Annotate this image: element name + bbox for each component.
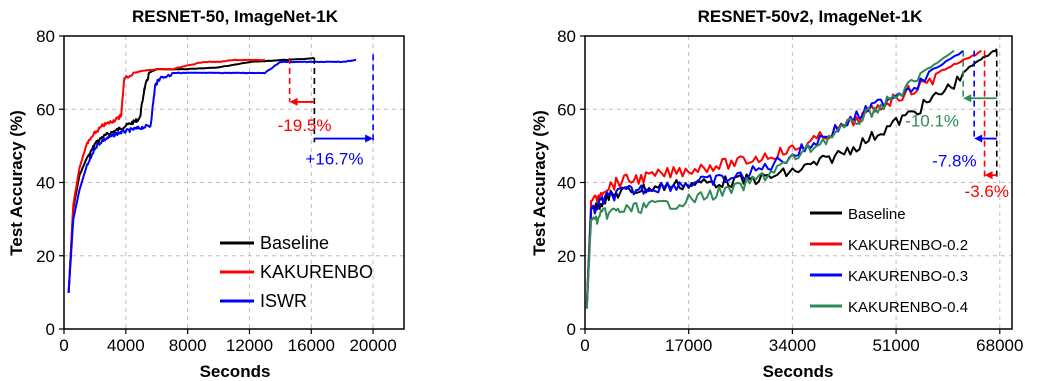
annotation-k04: -10.1% [905, 111, 959, 130]
annotation-kakurenbo: -19.5% [278, 116, 332, 135]
series-line-0 [585, 48, 998, 305]
annotation-k03: -7.8% [932, 152, 976, 171]
legend-label: Baseline [260, 233, 329, 253]
legend-label: ISWR [260, 291, 307, 311]
x-axis-label: Seconds [763, 362, 834, 381]
annotations: -19.5% +16.7% [278, 54, 374, 169]
legend: Baseline KAKURENBO ISWR [220, 233, 373, 311]
x-tick-label: 20000 [349, 336, 396, 355]
x-tick-label: 0 [580, 336, 589, 355]
annotations: -10.1% -7.8% -3.6% [905, 50, 1009, 201]
series-line-1 [585, 49, 983, 305]
annotation-iswr: +16.7% [305, 150, 363, 169]
legend-label: KAKURENBO-0.4 [848, 299, 968, 316]
y-tick-label: 60 [36, 100, 55, 119]
grid [585, 36, 1012, 329]
y-tick-label: 20 [557, 247, 576, 266]
grid [64, 36, 404, 329]
legend-label: Baseline [848, 206, 906, 223]
x-tick-label: 16000 [288, 336, 335, 355]
y-tick-label: 80 [36, 27, 55, 46]
series-lines [67, 57, 357, 293]
x-tick-label: 8000 [169, 336, 207, 355]
axis-ticks: 0 4000 8000 12000 16000 20000 0 20 40 60 80 [36, 27, 397, 355]
y-axis-label: Test Accuracy (%) [7, 110, 26, 256]
x-axis-label: Seconds [200, 362, 271, 381]
x-tick-label: 51000 [872, 336, 919, 355]
series-lines [585, 48, 998, 309]
chart-resnet50v2: RESNET-50v2, ImageNet-1K 0 17000 34000 5100… [530, 7, 1023, 381]
x-tick-label: 34000 [769, 336, 816, 355]
legend-label: KAKURENBO [260, 262, 373, 282]
series-line-0 [67, 57, 315, 293]
chart-title: RESNET-50, ImageNet-1K [132, 7, 339, 26]
series-line-3 [585, 49, 955, 309]
x-tick-label: 17000 [665, 336, 712, 355]
x-tick-label: 68000 [976, 336, 1023, 355]
x-tick-label: 4000 [107, 336, 145, 355]
annotation-k02: -3.6% [965, 182, 1009, 201]
y-tick-label: 20 [36, 247, 55, 266]
y-axis-label: Test Accuracy (%) [530, 110, 549, 256]
chart-title: RESNET-50v2, ImageNet-1K [698, 7, 924, 26]
y-tick-label: 0 [46, 320, 55, 339]
axis-ticks: 0 17000 34000 51000 68000 0 20 40 60 80 [557, 27, 1023, 355]
series-line-1 [67, 58, 266, 293]
legend-label: KAKURENBO-0.3 [848, 268, 968, 285]
y-tick-label: 40 [557, 174, 576, 193]
y-tick-label: 0 [567, 320, 576, 339]
series-line-2 [585, 49, 964, 309]
y-tick-label: 60 [557, 100, 576, 119]
y-tick-label: 40 [36, 174, 55, 193]
legend-label: KAKURENBO-0.2 [848, 237, 968, 254]
legend: Baseline KAKURENBO-0.2 KAKURENBO-0.3 KAKURE… [810, 206, 968, 316]
series-line-2 [67, 58, 357, 293]
chart-resnet50: RESNET-50, ImageNet-1K 0 4000 8000 12000 160… [7, 7, 405, 381]
y-tick-label: 80 [557, 27, 576, 46]
x-tick-label: 0 [59, 336, 68, 355]
x-tick-label: 12000 [226, 336, 273, 355]
